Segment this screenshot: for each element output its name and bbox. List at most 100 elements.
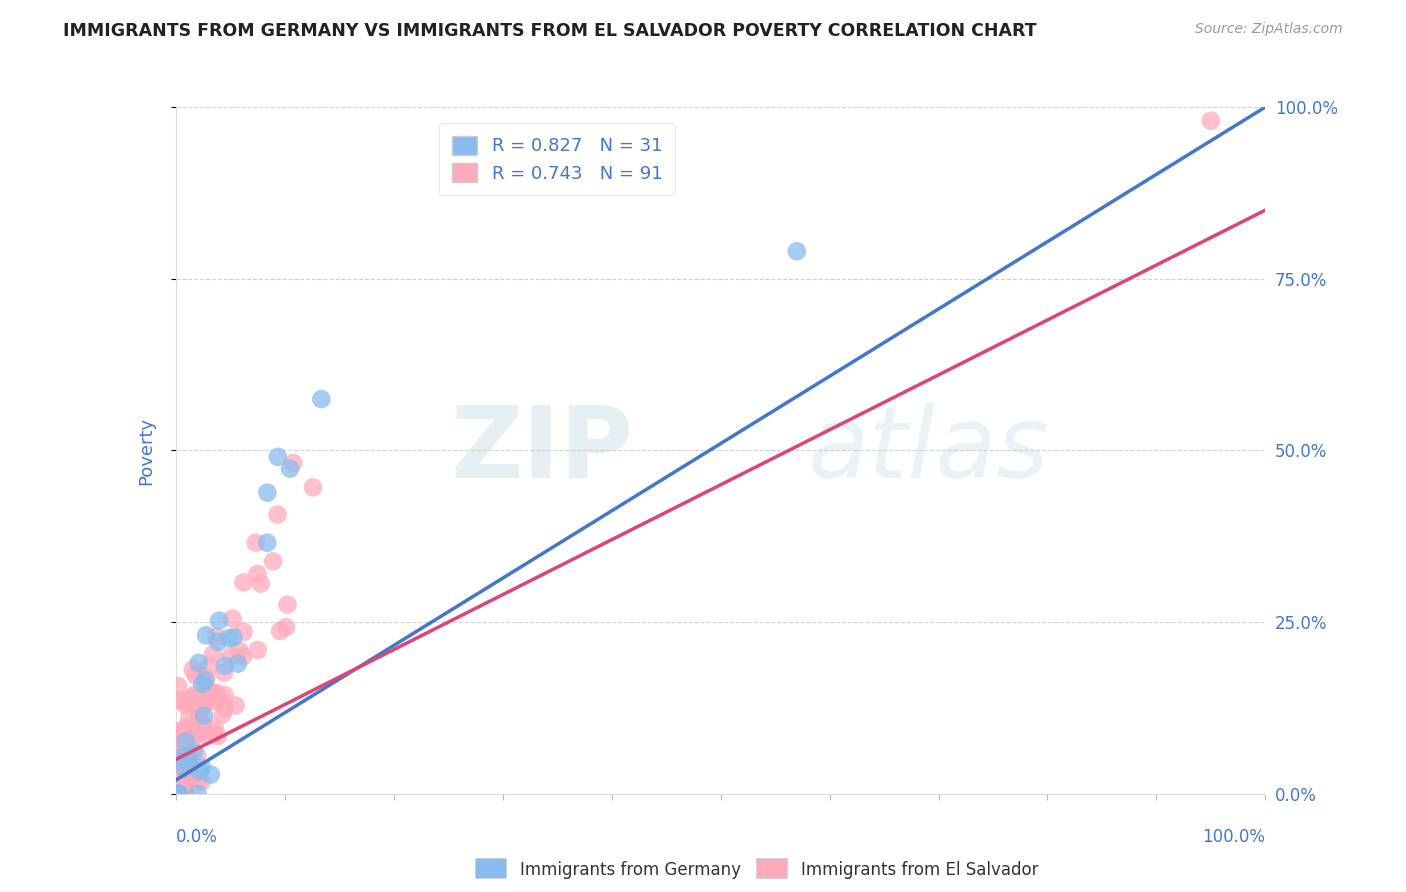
Point — [187, 772, 209, 787]
Point — [167, 747, 190, 761]
Point — [221, 612, 243, 626]
Point — [200, 767, 222, 781]
Point — [174, 771, 197, 785]
Point — [167, 679, 190, 693]
Point — [191, 715, 214, 730]
Point — [278, 461, 301, 475]
Point — [1199, 113, 1222, 128]
Point — [169, 775, 191, 789]
Point — [167, 728, 190, 742]
Point — [180, 768, 202, 782]
Point — [214, 701, 236, 715]
Point — [184, 697, 207, 711]
Point — [222, 630, 245, 644]
Point — [262, 554, 284, 568]
Text: atlas: atlas — [807, 402, 1049, 499]
Point — [179, 711, 201, 725]
Point — [207, 729, 229, 743]
Point — [191, 677, 214, 691]
Point — [176, 749, 198, 764]
Point — [274, 620, 297, 634]
Point — [269, 624, 291, 639]
Point — [170, 750, 193, 764]
Point — [194, 673, 217, 688]
Point — [187, 787, 209, 801]
Point — [176, 754, 198, 768]
Point — [173, 787, 195, 801]
Point — [187, 656, 209, 670]
Point — [232, 624, 254, 639]
Point — [205, 686, 228, 700]
Point — [194, 696, 217, 710]
Text: IMMIGRANTS FROM GERMANY VS IMMIGRANTS FROM EL SALVADOR POVERTY CORRELATION CHART: IMMIGRANTS FROM GERMANY VS IMMIGRANTS FR… — [63, 22, 1036, 40]
Point — [174, 698, 197, 712]
Point — [302, 480, 325, 494]
Point — [193, 708, 215, 723]
Point — [276, 598, 298, 612]
Point — [204, 721, 226, 735]
Point — [181, 663, 204, 677]
Point — [198, 658, 221, 673]
Point — [184, 698, 207, 712]
Point — [246, 566, 269, 581]
Point — [208, 614, 231, 628]
Text: ZIP: ZIP — [450, 402, 633, 499]
Point — [177, 756, 200, 771]
Point — [173, 787, 195, 801]
Point — [174, 786, 197, 800]
Point — [214, 688, 236, 702]
Point — [188, 764, 211, 779]
Point — [180, 734, 202, 748]
Point — [184, 668, 207, 682]
Point — [209, 692, 232, 706]
Y-axis label: Poverty: Poverty — [136, 417, 155, 484]
Point — [311, 392, 333, 406]
Point — [228, 643, 250, 657]
Point — [179, 772, 201, 787]
Point — [786, 244, 808, 259]
Point — [226, 657, 249, 671]
Point — [172, 787, 194, 801]
Point — [256, 485, 278, 500]
Point — [188, 708, 211, 723]
Text: Immigrants from El Salvador: Immigrants from El Salvador — [801, 861, 1039, 879]
Point — [174, 787, 197, 801]
Point — [246, 643, 269, 657]
Point — [232, 649, 254, 664]
Point — [197, 684, 219, 698]
Point — [167, 767, 190, 781]
Point — [202, 726, 225, 740]
Point — [200, 684, 222, 698]
Point — [201, 647, 224, 661]
Text: Immigrants from Germany: Immigrants from Germany — [520, 861, 741, 879]
Point — [191, 699, 214, 714]
Point — [167, 787, 190, 801]
Point — [167, 729, 190, 743]
Point — [174, 761, 197, 775]
Point — [250, 576, 273, 591]
Point — [170, 762, 193, 776]
Bar — [475, 858, 506, 878]
Point — [174, 734, 197, 748]
Point — [219, 649, 242, 664]
Point — [232, 575, 254, 590]
Point — [173, 694, 195, 708]
Point — [211, 707, 233, 722]
Point — [176, 758, 198, 772]
Point — [167, 746, 190, 760]
Point — [172, 753, 194, 767]
Text: 0.0%: 0.0% — [176, 828, 218, 846]
Point — [283, 456, 305, 470]
Point — [201, 694, 224, 708]
Point — [167, 693, 190, 707]
Point — [183, 688, 205, 702]
Point — [195, 728, 218, 742]
Point — [170, 723, 193, 738]
Point — [179, 690, 201, 705]
Point — [167, 787, 190, 801]
Point — [167, 747, 190, 761]
Point — [256, 535, 278, 549]
Point — [177, 726, 200, 740]
Point — [266, 508, 288, 522]
Point — [170, 757, 193, 772]
